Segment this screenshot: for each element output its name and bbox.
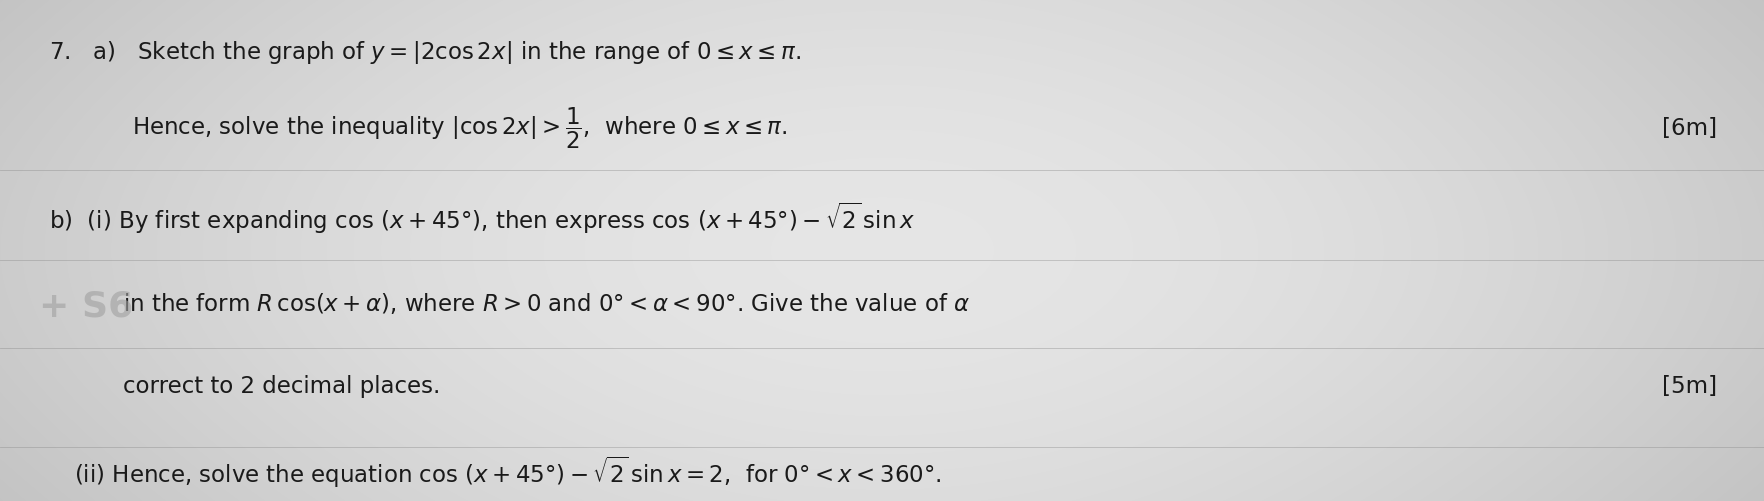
Text: Hence, solve the inequality $|\cos 2x| > \dfrac{1}{2}$,  where $0 \leq x \leq \p: Hence, solve the inequality $|\cos 2x| >… (132, 105, 789, 150)
Text: in the form $R\,\cos(x + \alpha)$, where $R > 0$ and $0° < \alpha < 90°$. Give t: in the form $R\,\cos(x + \alpha)$, where… (123, 291, 970, 316)
Text: [6m]: [6m] (1662, 116, 1716, 139)
Text: 7.   a)   Sketch the graph of $y = |2 \cos 2x|$ in the range of $0 \leq x \leq \: 7. a) Sketch the graph of $y = |2 \cos 2… (49, 39, 801, 66)
Text: (ii) Hence, solve the equation $\cos\,(x + 45°) - \sqrt{2}\,\sin x = 2$,  for $0: (ii) Hence, solve the equation $\cos\,(x… (74, 453, 942, 488)
Text: b)  (i) By first expanding $\cos\,(x + 45°)$, then express $\cos\,(x + 45°) - \s: b) (i) By first expanding $\cos\,(x + 45… (49, 200, 916, 235)
Text: + S6: + S6 (39, 289, 132, 323)
Text: correct to 2 decimal places.: correct to 2 decimal places. (123, 374, 441, 397)
Text: [5m]: [5m] (1662, 374, 1716, 397)
